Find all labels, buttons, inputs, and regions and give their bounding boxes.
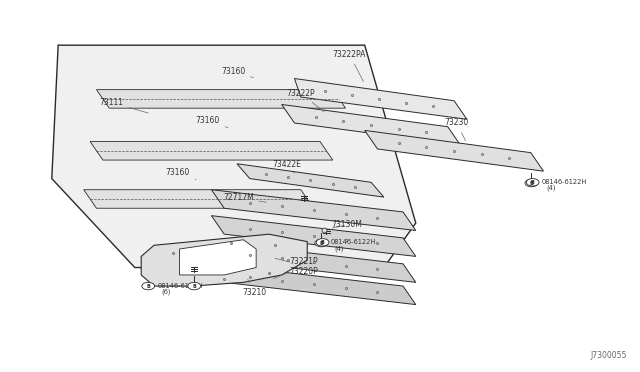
Text: (6): (6)	[162, 289, 171, 295]
Polygon shape	[211, 264, 416, 305]
Text: B: B	[529, 180, 533, 186]
Polygon shape	[365, 131, 543, 171]
Circle shape	[525, 179, 538, 187]
Text: 73221P: 73221P	[289, 257, 318, 266]
Text: 08146-6122H: 08146-6122H	[541, 179, 587, 185]
Text: (4): (4)	[546, 185, 556, 192]
Polygon shape	[211, 190, 416, 231]
Text: 73230: 73230	[445, 119, 468, 141]
Text: 73160: 73160	[221, 67, 253, 78]
Text: 73210: 73210	[242, 279, 266, 297]
Text: B: B	[319, 241, 323, 246]
Text: B: B	[147, 283, 150, 289]
Polygon shape	[294, 78, 467, 119]
Polygon shape	[211, 241, 416, 282]
Text: 08146-6122H: 08146-6122H	[330, 239, 376, 245]
Text: 73222PA: 73222PA	[333, 50, 366, 81]
Text: 73422E: 73422E	[272, 160, 301, 173]
Polygon shape	[90, 141, 333, 160]
Text: B: B	[321, 240, 324, 245]
Polygon shape	[179, 240, 256, 275]
Circle shape	[316, 238, 329, 246]
Polygon shape	[141, 234, 307, 286]
Circle shape	[188, 282, 200, 290]
Text: 73160: 73160	[195, 116, 228, 128]
Text: 73111: 73111	[100, 98, 148, 113]
Text: 08146-6102H: 08146-6102H	[157, 283, 202, 289]
Polygon shape	[97, 90, 346, 108]
Text: 73160: 73160	[166, 168, 196, 179]
Text: 73220P: 73220P	[289, 267, 318, 276]
Circle shape	[142, 282, 155, 290]
Text: 73130M: 73130M	[332, 221, 362, 230]
Circle shape	[315, 239, 328, 247]
Text: (4): (4)	[334, 245, 344, 251]
Polygon shape	[282, 105, 461, 145]
Text: 72717M: 72717M	[223, 193, 266, 202]
Polygon shape	[52, 45, 416, 267]
Polygon shape	[84, 190, 314, 208]
Text: B: B	[192, 283, 196, 289]
Text: 73222P: 73222P	[287, 89, 324, 112]
Polygon shape	[237, 164, 384, 197]
Circle shape	[526, 179, 539, 186]
Text: B: B	[531, 180, 534, 185]
Text: J7300055: J7300055	[590, 351, 627, 360]
Polygon shape	[211, 216, 416, 256]
